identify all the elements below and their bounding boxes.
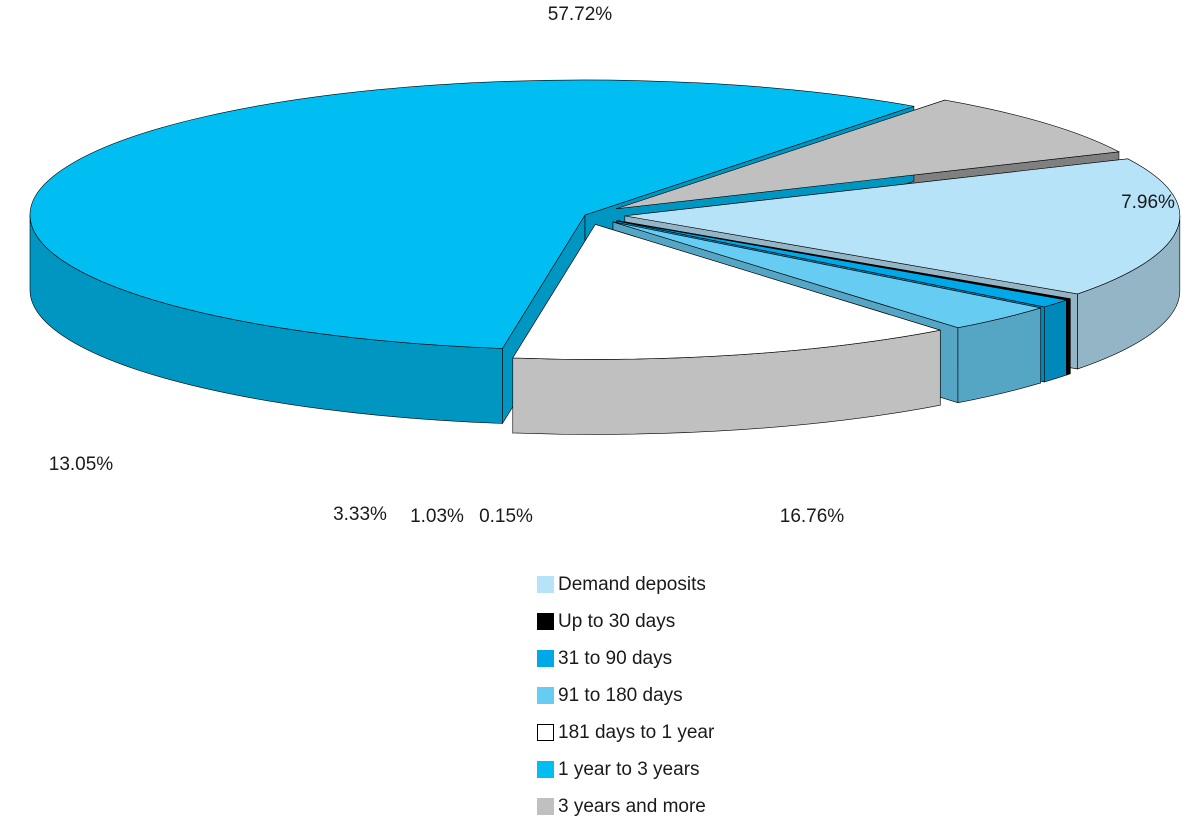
- pie-slice-tops: [29, 79, 1181, 360]
- slice-3-years-and-more: [615, 99, 1120, 210]
- legend-label-up-to-30-days: Up to 30 days: [558, 610, 676, 632]
- legend-label-demand-deposits: Demand deposits: [558, 573, 706, 595]
- legend-label-181-days-to-1-year: 181 days to 1 year: [558, 721, 715, 743]
- legend-item-demand-deposits: Demand deposits: [537, 566, 797, 603]
- slice-31-to-90-days: [616, 220, 1067, 308]
- legend-swatch-31-to-90-days: [537, 650, 554, 667]
- legend-swatch-3-years-and-more: [537, 798, 554, 815]
- legend-item-91-to-180-days: 91 to 180 days: [537, 677, 797, 714]
- slice-181-days-to-1-year: [512, 224, 941, 360]
- legend-label-31-to-90-days: 31 to 90 days: [558, 647, 673, 669]
- legend-item-31-to-90-days: 31 to 90 days: [537, 640, 797, 677]
- legend-label-1-year-to-3-years: 1 year to 3 years: [558, 758, 700, 780]
- legend-swatch-demand-deposits: [537, 576, 554, 593]
- slice-side-31-to-90-days: [1044, 299, 1067, 383]
- data-label-1-year-to-3-years: 57.72%: [548, 4, 613, 25]
- legend-swatch-up-to-30-days: [537, 613, 554, 630]
- legend-item-3-years-and-more: 3 years and more: [537, 788, 797, 825]
- data-label-up-to-30-days: 0.15%: [479, 506, 533, 527]
- legend-label-3-years-and-more: 3 years and more: [558, 795, 706, 817]
- legend-item-up-to-30-days: Up to 30 days: [537, 603, 797, 640]
- legend-swatch-181-days-to-1-year: [537, 724, 554, 741]
- slice-up-to-30-days: [617, 220, 1071, 301]
- legend-swatch-91-to-180-days: [537, 687, 554, 704]
- slice-91-to-180-days: [612, 221, 1041, 329]
- legend-item-181-days-to-1-year: 181 days to 1 year: [537, 714, 797, 751]
- pie-chart: 16.76% 0.15% 1.03% 3.33% 13.05% 57.72% 7.96%: [29, 4, 1181, 527]
- pie-value-labels: 16.76% 0.15% 1.03% 3.33% 13.05% 57.72% 7.96%: [49, 4, 1175, 527]
- legend-swatch-1-year-to-3-years: [537, 761, 554, 778]
- legend-item-1-year-to-3-years: 1 year to 3 years: [537, 751, 797, 788]
- chart-legend: Demand deposits Up to 30 days 31 to 90 day…: [537, 566, 797, 825]
- slice-side-up-to-30-days: [1066, 298, 1071, 376]
- data-label-demand-deposits: 16.76%: [780, 506, 845, 527]
- data-label-3-years-and-more: 7.96%: [1121, 192, 1175, 213]
- slice-1-year-to-3-years: [29, 79, 915, 349]
- data-label-31-to-90-days: 1.03%: [410, 506, 464, 527]
- data-label-91-to-180-days: 3.33%: [333, 504, 387, 525]
- data-label-181-days-to-1-year: 13.05%: [49, 454, 114, 475]
- slice-demand-deposits: [624, 158, 1181, 295]
- legend-label-91-to-180-days: 91 to 180 days: [558, 684, 683, 706]
